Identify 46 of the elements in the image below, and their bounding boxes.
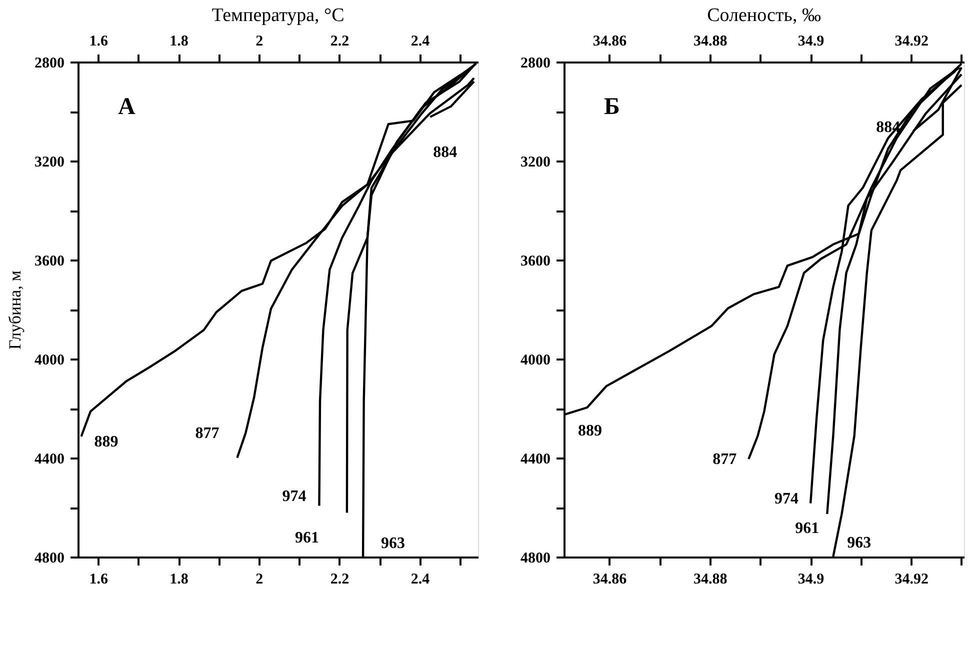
y-tick-label: 3600 xyxy=(34,254,64,270)
chart-title: Соленость, ‰ xyxy=(707,5,821,26)
y-tick-label: 4000 xyxy=(34,352,64,368)
x-tick-label: 2 xyxy=(256,34,264,50)
y-tick-label: 2800 xyxy=(520,56,550,72)
series-label: 884 xyxy=(433,144,458,161)
x-tick-label: 34.9 xyxy=(798,34,824,50)
y-tick-label: 4000 xyxy=(520,352,550,368)
y-tick-label: 4800 xyxy=(520,550,550,566)
x2-tick-label: 1.8 xyxy=(170,572,188,588)
series-label: 963 xyxy=(847,534,872,552)
x2-tick-label: 2 xyxy=(256,572,264,588)
x-tick-label: 34.86 xyxy=(592,34,628,50)
x2-tick-label: 2.2 xyxy=(330,572,350,588)
y-tick-label: 3200 xyxy=(520,154,550,170)
series-label: 889 xyxy=(578,422,602,440)
chart-title: Температура, °C xyxy=(212,5,344,26)
y-tick-label: 2800 xyxy=(34,56,64,72)
series-label: 963 xyxy=(381,535,406,552)
text: 961 xyxy=(294,530,319,547)
x2-tick-label: 34.88 xyxy=(694,572,728,588)
series-label: 961 xyxy=(795,520,820,537)
x-tick-label: 34.88 xyxy=(694,34,728,50)
x2-tick-label: 34.86 xyxy=(592,572,628,588)
y-tick-label: 4800 xyxy=(34,550,64,566)
y-tick-label: 4400 xyxy=(520,452,550,468)
y-tick-label: 4400 xyxy=(34,452,64,468)
series-label: 974 xyxy=(774,490,799,508)
x2-tick-label: 34.92 xyxy=(894,572,929,588)
x-tick-label: 2.2 xyxy=(330,34,350,50)
series-label: 877 xyxy=(195,424,220,442)
x-tick-label: 2.4 xyxy=(410,34,430,50)
series-label: 877 xyxy=(712,450,737,468)
y-axis-title: Глубина, м xyxy=(6,270,24,350)
x2-tick-label: 34.9 xyxy=(798,572,824,588)
x2-tick-label: 1.6 xyxy=(89,572,108,588)
y-tick-label: 3600 xyxy=(520,254,550,270)
x-tick-label: 1.6 xyxy=(89,34,108,50)
annotation: A xyxy=(118,94,136,120)
annotation: Б xyxy=(604,94,620,120)
x-tick-label: 1.8 xyxy=(170,34,188,50)
x-tick-label: 34.92 xyxy=(894,34,929,50)
series-label: 889 xyxy=(94,433,118,450)
x2-tick-label: 2.4 xyxy=(410,572,430,588)
y-tick-label: 3200 xyxy=(34,154,64,170)
series-label: 974 xyxy=(282,488,306,505)
